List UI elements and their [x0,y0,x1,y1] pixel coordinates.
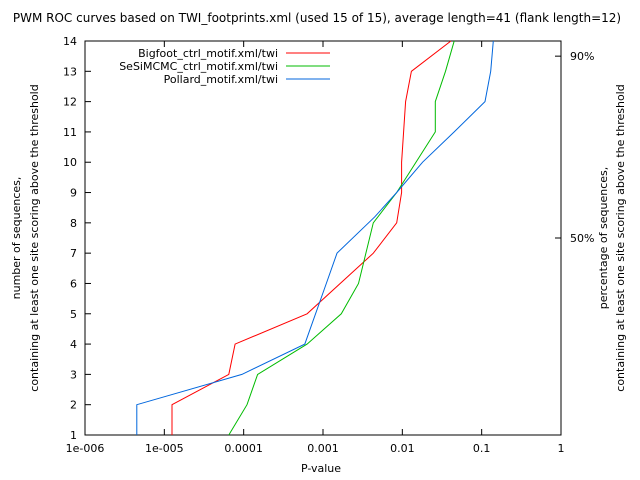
legend-label: Bigfoot_ctrl_motif.xml/twi [138,47,278,60]
y-tick-label: 11 [63,126,77,139]
x-tick-label: 0.0001 [224,442,263,455]
chart-title: PWM ROC curves based on TWI_footprints.x… [13,11,621,25]
series-line-2 [228,40,455,436]
y2-axis-label-line: percentage of sequences, [597,167,610,309]
x-axis-label: P-value [301,462,341,475]
legend-label: Pollard_motif.xml/twi [164,73,278,86]
y-tick-label: 9 [70,187,77,200]
y-tick-label: 2 [70,399,77,412]
x-tick-label: 0.001 [307,442,339,455]
y-axis-label-line: number of sequences, [10,177,23,300]
legend-label: SeSiMCMC_ctrl_motif.xml/twi [119,60,278,73]
y-tick-label: 14 [63,35,77,48]
y-tick-label: 13 [63,65,77,78]
y-tick-label: 6 [70,277,77,290]
y2-tick-label: 90% [570,50,594,63]
y-axis-label-line: containing at least one site scoring abo… [28,84,41,391]
x-tick-label: 0.1 [473,442,491,455]
series-line-3 [136,40,494,435]
series-line-1 [171,40,452,435]
x-tick-label: 1e-006 [66,442,105,455]
y-tick-label: 4 [70,338,77,351]
plot-area: 1e-006 1e-005 0.0001 0.001 0.01 0.1 1123456789… [63,35,594,455]
y-tick-label: 1 [70,429,77,442]
y-tick-label: 12 [63,96,77,109]
y-tick-label: 10 [63,156,77,169]
x-tick-label: 0.01 [390,442,415,455]
y-tick-label: 8 [70,217,77,230]
y-tick-label: 5 [70,308,77,321]
x-tick-label: 1 [558,442,565,455]
y2-axis-label-line: containing at least one site scoring abo… [614,84,627,391]
plot-frame [84,40,562,436]
y2-tick-label: 50% [570,232,594,245]
y-tick-label: 7 [70,247,77,260]
x-tick-label: 1e-005 [145,442,184,455]
y-tick-label: 3 [70,368,77,381]
